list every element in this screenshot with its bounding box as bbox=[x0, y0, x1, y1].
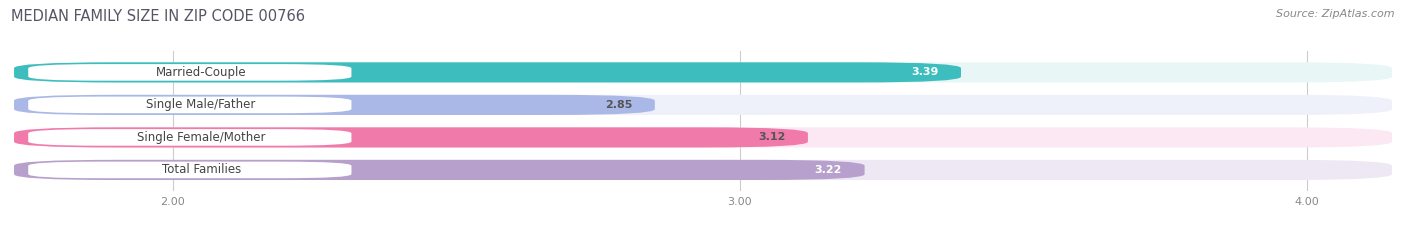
Text: Single Male/Father: Single Male/Father bbox=[146, 98, 256, 111]
FancyBboxPatch shape bbox=[14, 62, 1392, 82]
Text: 3.22: 3.22 bbox=[814, 165, 842, 175]
FancyBboxPatch shape bbox=[14, 95, 1392, 115]
FancyBboxPatch shape bbox=[28, 97, 352, 113]
Text: MEDIAN FAMILY SIZE IN ZIP CODE 00766: MEDIAN FAMILY SIZE IN ZIP CODE 00766 bbox=[11, 9, 305, 24]
Text: 3.12: 3.12 bbox=[758, 132, 785, 142]
Text: Total Families: Total Families bbox=[162, 163, 240, 176]
FancyBboxPatch shape bbox=[28, 64, 352, 81]
FancyBboxPatch shape bbox=[14, 127, 808, 147]
FancyBboxPatch shape bbox=[14, 160, 1392, 180]
Text: Single Female/Mother: Single Female/Mother bbox=[136, 131, 266, 144]
FancyBboxPatch shape bbox=[14, 62, 960, 82]
FancyBboxPatch shape bbox=[14, 160, 865, 180]
Text: Source: ZipAtlas.com: Source: ZipAtlas.com bbox=[1277, 9, 1395, 19]
FancyBboxPatch shape bbox=[28, 162, 352, 178]
FancyBboxPatch shape bbox=[28, 129, 352, 146]
FancyBboxPatch shape bbox=[14, 95, 655, 115]
Text: 3.39: 3.39 bbox=[911, 67, 938, 77]
Text: 2.85: 2.85 bbox=[605, 100, 633, 110]
FancyBboxPatch shape bbox=[14, 127, 1392, 147]
Text: Married-Couple: Married-Couple bbox=[156, 66, 246, 79]
